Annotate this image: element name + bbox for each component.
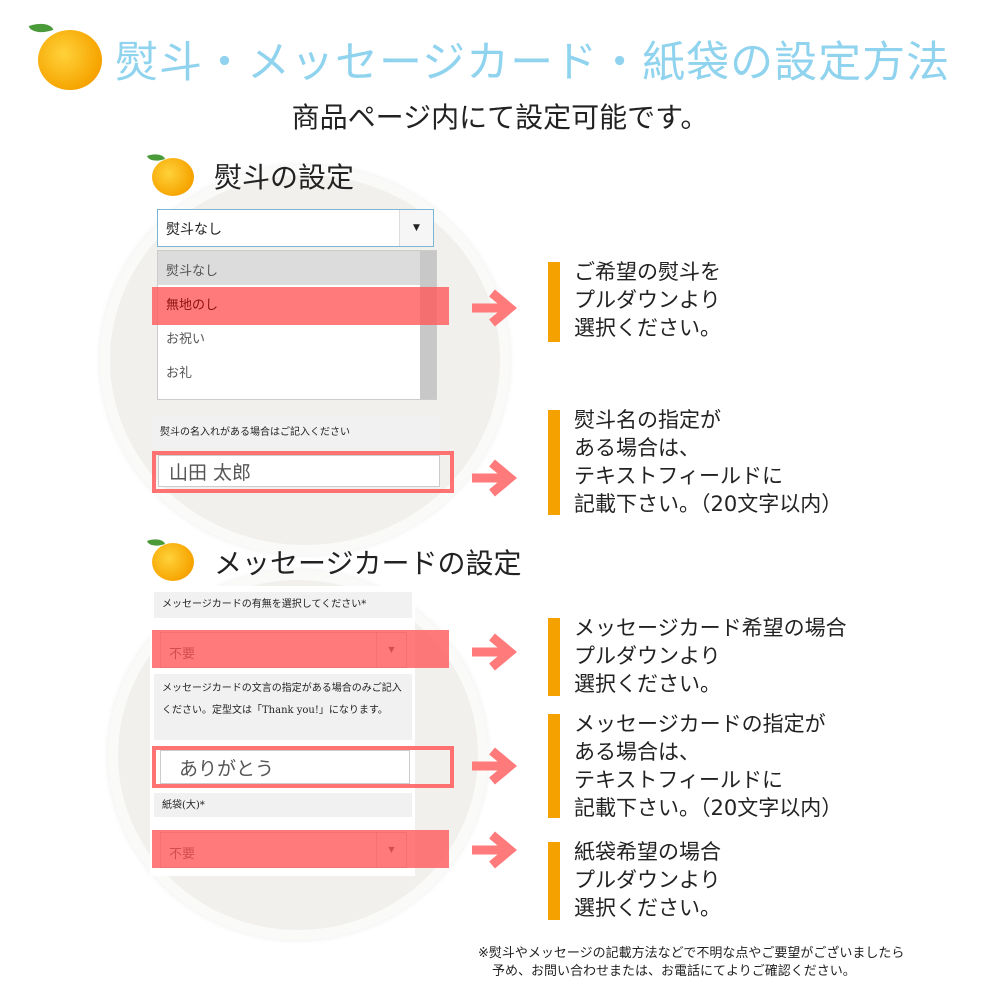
option-orei[interactable]: お礼 (166, 366, 193, 381)
arrow-right-icon (470, 830, 518, 870)
noshi-options-list[interactable]: 熨斗なし 無地のし お祝い お礼 (157, 250, 437, 400)
scrollbar[interactable] (420, 251, 436, 399)
dropdown-arrow-icon: ▼ (399, 210, 433, 246)
noshi-select[interactable]: 熨斗なし ▼ (157, 209, 434, 247)
noshi-desc-1: ご希望の熨斗を プルダウンより 選択ください。 (574, 260, 721, 340)
accent-bar (548, 262, 560, 342)
noshi-desc-2: 熨斗名の指定が ある場合は、 テキストフィールドに 記載下さい。（20文字以内） (574, 408, 843, 516)
leaf-icon (28, 18, 54, 38)
highlight-bag-select (152, 830, 449, 868)
card-text-value: ありがとう (179, 758, 275, 780)
footnote: ※熨斗やメッセージの記載方法などで不明な点やご要望がございましたら 予め、お問い合… (478, 946, 905, 979)
accent-bar (548, 714, 560, 818)
card-select-label: メッセージカードの有無を選択してください* (154, 592, 412, 618)
card-desc-2: メッセージカードの指定が ある場合は、 テキストフィールドに 記載下さい。（20文字以… (574, 712, 843, 820)
orange-logo-icon (38, 30, 102, 90)
arrow-right-icon (470, 632, 518, 672)
noshi-select-value: 熨斗なし (166, 222, 222, 238)
arrow-right-icon (470, 458, 518, 498)
accent-bar (548, 842, 560, 920)
option-noshi-nashi[interactable]: 熨斗なし (158, 251, 436, 285)
card-text-label: メッセージカードの文言の指定がある場合のみご記入ください。定型文は「Thank … (154, 674, 412, 740)
arrow-right-icon (470, 746, 518, 786)
bag-desc: 紙袋希望の場合 プルダウンより 選択ください。 (574, 840, 721, 920)
card-desc-1: メッセージカード希望の場合 プルダウンより 選択ください。 (574, 616, 847, 696)
highlight-muji-noshi (152, 287, 449, 325)
highlight-name-input (152, 451, 454, 493)
page-subtitle: 商品ページ内にて設定可能です。 (291, 101, 709, 134)
orange-icon (152, 543, 194, 581)
option-muji-noshi[interactable]: 無地のし (166, 298, 219, 313)
highlight-card-select (152, 630, 449, 668)
noshi-name-input[interactable]: 山田 太郎 (158, 455, 440, 487)
option-oiwai[interactable]: お祝い (166, 332, 206, 347)
noshi-name-value: 山田 太郎 (169, 462, 252, 484)
arrow-right-icon (470, 288, 518, 328)
noshi-heading: 熨斗の設定 (214, 161, 355, 194)
bag-label: 紙袋(大)* (154, 793, 412, 817)
accent-bar (548, 410, 560, 515)
card-heading: メッセージカードの設定 (214, 547, 522, 580)
orange-icon (152, 158, 194, 196)
noshi-name-label: 熨斗の名入れがある場合はご記入ください (152, 417, 440, 447)
card-text-input[interactable]: ありがとう (160, 750, 410, 784)
accent-bar (548, 618, 560, 696)
page-title: 熨斗・メッセージカード・紙袋の設定方法 (115, 38, 951, 88)
highlight-card-text (152, 746, 454, 788)
